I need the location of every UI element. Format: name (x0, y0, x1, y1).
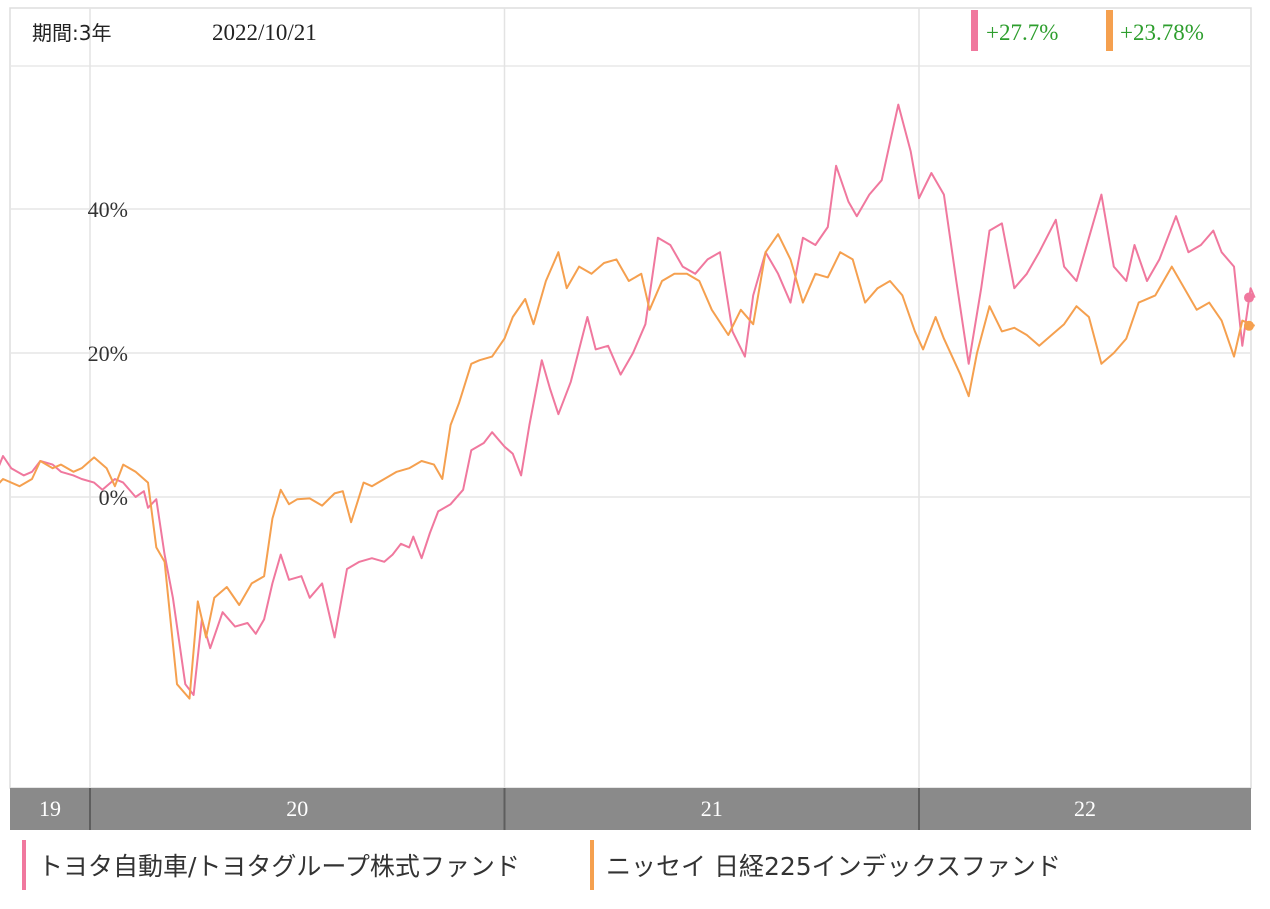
series-line-2 (0, 233, 1256, 700)
legend-label-series-1: トヨタ自動車/トヨタグループ株式ファンド (38, 852, 520, 881)
header: 期間:3年 2022/10/21 +27.7% +23.78% (32, 10, 1204, 51)
legend-item-series-1: トヨタ自動車/トヨタグループ株式ファンド (22, 840, 520, 890)
y-tick-label-1: 20% (88, 341, 128, 366)
return-marker-series-1 (971, 10, 978, 51)
period-label: 期間:3年 (32, 21, 111, 45)
series-end-point-1 (1244, 292, 1254, 303)
x-tick-label-2: 21 (701, 796, 723, 821)
series-end-point-2 (1244, 320, 1254, 331)
return-marker-series-2 (1106, 10, 1113, 51)
chart-legend: トヨタ自動車/トヨタグループ株式ファンド ニッセイ 日経225インデックスファン… (0, 836, 1270, 896)
y-tick-label-0: 40% (88, 197, 128, 222)
y-tick-label-2: 0% (99, 485, 128, 510)
chart-background (0, 0, 1270, 836)
return-value-series-1: +27.7% (986, 20, 1058, 45)
series-line-1 (0, 103, 1256, 696)
x-tick-label-1: 20 (286, 796, 308, 821)
x-axis-band: 19 20 21 22 (10, 788, 1251, 830)
date-label: 2022/10/21 (212, 20, 317, 45)
x-tick-label-3: 22 (1074, 796, 1096, 821)
legend-item-series-2: ニッセイ 日経225インデックスファンド (590, 840, 1061, 890)
series-lines (0, 103, 1256, 700)
legend-swatch-series-2 (590, 840, 594, 890)
y-axis-labels: 40% 20% 0% (88, 197, 128, 510)
legend-label-series-2: ニッセイ 日経225インデックスファンド (606, 852, 1061, 881)
x-tick-label-0: 19 (39, 796, 61, 821)
performance-chart: 40% 20% 0% 19 20 21 22 期間:3年 2022/10/21 +27.7… (0, 0, 1270, 836)
legend-swatch-series-1 (22, 840, 26, 890)
return-value-series-2: +23.78% (1120, 20, 1204, 45)
